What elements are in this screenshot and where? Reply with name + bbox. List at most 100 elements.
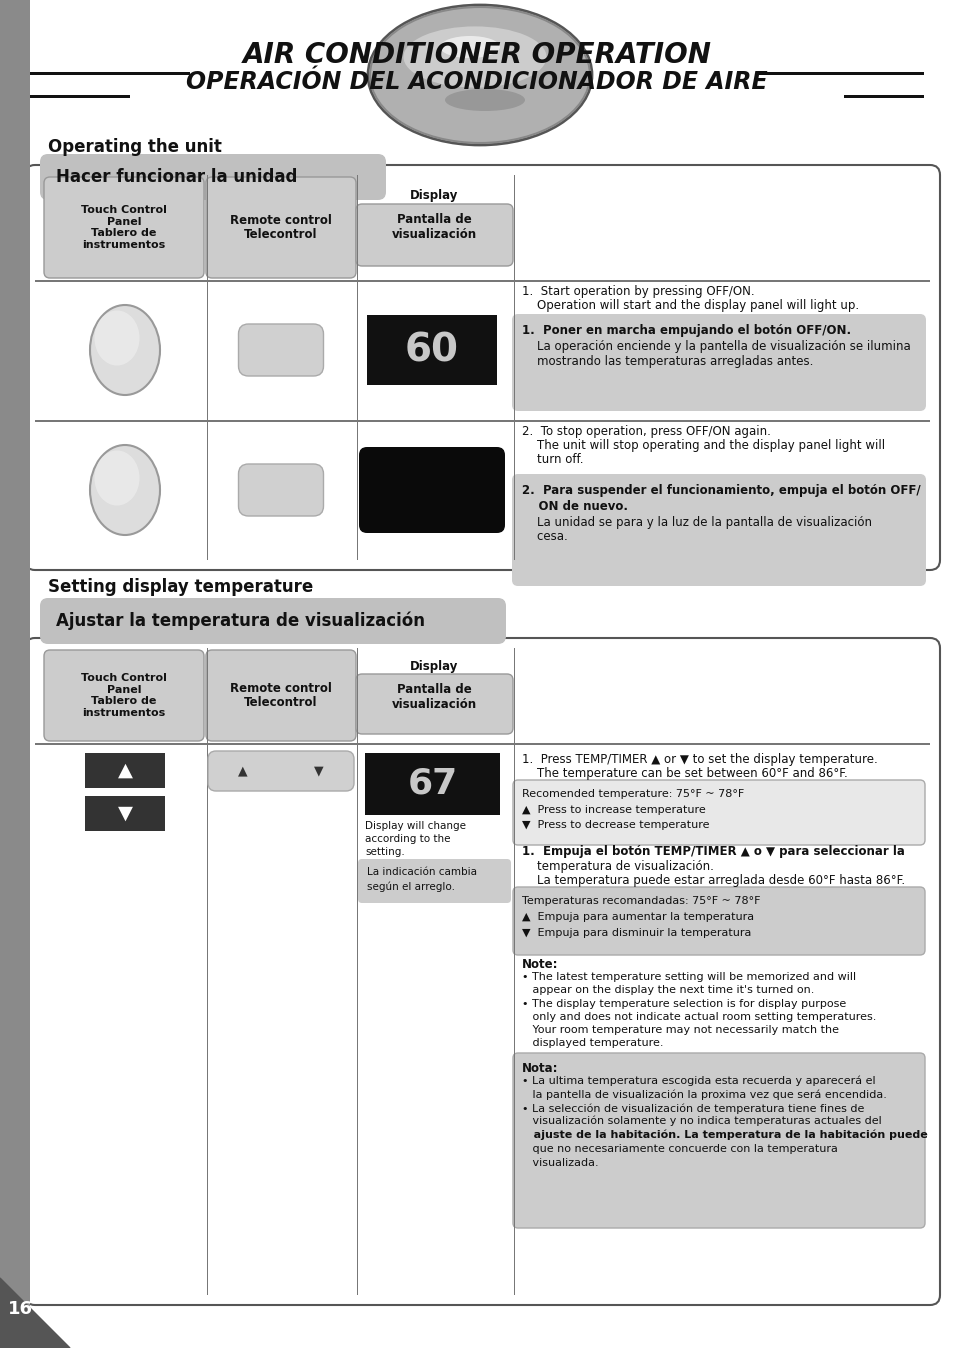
Bar — [85, 754, 165, 789]
Text: ▲: ▲ — [238, 764, 248, 778]
Text: ▲  Press to increase temperature: ▲ Press to increase temperature — [521, 805, 705, 816]
Ellipse shape — [439, 36, 499, 58]
Text: Display will change: Display will change — [365, 821, 465, 830]
Ellipse shape — [90, 305, 160, 395]
Text: Touch Control
Panel
Tablero de
instrumentos: Touch Control Panel Tablero de instrumen… — [81, 673, 167, 718]
Text: Note:: Note: — [521, 958, 558, 971]
Text: 60: 60 — [405, 332, 458, 369]
Text: la pantella de visualización la proxima vez que será encendida.: la pantella de visualización la proxima … — [521, 1089, 886, 1100]
Text: Pantalla de
visualización: Pantalla de visualización — [392, 213, 476, 241]
Text: Nota:: Nota: — [521, 1062, 558, 1074]
Text: ON de nuevo.: ON de nuevo. — [521, 500, 627, 514]
Text: La temperatura puede estar arreglada desde 60°F hasta 86°F.: La temperatura puede estar arreglada des… — [521, 874, 904, 887]
FancyBboxPatch shape — [238, 324, 323, 376]
Text: Touch Control
Panel
Tablero de
instrumentos: Touch Control Panel Tablero de instrumen… — [81, 205, 167, 249]
Text: visualizada.: visualizada. — [521, 1158, 598, 1167]
Text: mostrando las temperaturas arregladas antes.: mostrando las temperaturas arregladas an… — [521, 355, 813, 368]
Text: 1.  Poner en marcha empujando el botón OFF/ON.: 1. Poner en marcha empujando el botón OF… — [521, 324, 850, 337]
Bar — [35, 280, 929, 282]
Text: The unit will stop operating and the display panel light will: The unit will stop operating and the dis… — [521, 439, 884, 452]
Text: Temperaturas recomandadas: 75°F ~ 78°F: Temperaturas recomandadas: 75°F ~ 78°F — [521, 896, 760, 906]
Bar — [356, 175, 358, 559]
Bar — [759, 71, 923, 75]
FancyBboxPatch shape — [40, 154, 386, 200]
Bar — [30, 94, 130, 98]
Text: • La ultima temperatura escogida esta recuerda y aparecerá el: • La ultima temperatura escogida esta re… — [521, 1076, 875, 1086]
Text: AIR CONDITIONER OPERATION: AIR CONDITIONER OPERATION — [242, 40, 711, 69]
Text: • The latest temperature setting will be memorized and will: • The latest temperature setting will be… — [521, 972, 855, 981]
Text: turn off.: turn off. — [521, 453, 583, 466]
Text: 2.  To stop operation, press OFF/ON again.: 2. To stop operation, press OFF/ON again… — [521, 425, 770, 438]
Bar — [85, 797, 165, 830]
FancyBboxPatch shape — [512, 474, 925, 586]
Text: Ajustar la temperatura de visualización: Ajustar la temperatura de visualización — [56, 612, 424, 631]
Text: Operating the unit: Operating the unit — [48, 137, 222, 156]
Text: visualización solamente y no indica temperaturas actuales del: visualización solamente y no indica temp… — [521, 1116, 881, 1127]
Text: Display: Display — [410, 661, 458, 673]
Text: ▲  Empuja para aumentar la temperatura: ▲ Empuja para aumentar la temperatura — [521, 913, 753, 922]
FancyBboxPatch shape — [513, 1053, 924, 1228]
FancyBboxPatch shape — [357, 859, 511, 903]
Text: ▼  Empuja para disminuir la temperatura: ▼ Empuja para disminuir la temperatura — [521, 927, 751, 938]
Text: 1.  Empuja el botón TEMP/TIMER ▲ o ▼ para seleccionar la: 1. Empuja el botón TEMP/TIMER ▲ o ▼ para… — [521, 845, 904, 857]
Text: ajuste de la habitación. La temperatura de la habitación puede: ajuste de la habitación. La temperatura … — [521, 1130, 926, 1140]
FancyBboxPatch shape — [44, 650, 204, 741]
Ellipse shape — [370, 7, 589, 143]
Text: Pantalla de
visualización: Pantalla de visualización — [392, 683, 476, 710]
Text: Hacer funcionar la unidad: Hacer funcionar la unidad — [56, 168, 297, 186]
Bar — [356, 648, 358, 1295]
Bar — [30, 0, 953, 129]
FancyBboxPatch shape — [25, 164, 939, 570]
Text: Operation will start and the display panel will light up.: Operation will start and the display pan… — [521, 299, 859, 311]
Bar — [843, 94, 923, 98]
Text: • La selección de visualización de temperatura tiene fines de: • La selección de visualización de tempe… — [521, 1103, 863, 1113]
FancyBboxPatch shape — [206, 650, 355, 741]
Text: Remote control
Telecontrol: Remote control Telecontrol — [230, 213, 332, 241]
Ellipse shape — [444, 89, 524, 111]
Bar — [514, 648, 515, 1295]
Ellipse shape — [94, 450, 139, 506]
Text: 1.  Start operation by pressing OFF/ON.: 1. Start operation by pressing OFF/ON. — [521, 284, 754, 298]
Text: La indicación cambia: La indicación cambia — [367, 867, 476, 878]
Ellipse shape — [403, 27, 546, 88]
FancyBboxPatch shape — [25, 638, 939, 1305]
Text: The temperature can be set between 60°F and 86°F.: The temperature can be set between 60°F … — [521, 767, 847, 780]
Bar — [0, 0, 30, 1348]
Text: OPERACIÓN DEL ACONDICIONADOR DE AIRE: OPERACIÓN DEL ACONDICIONADOR DE AIRE — [186, 70, 767, 94]
Text: setting.: setting. — [365, 847, 404, 857]
FancyBboxPatch shape — [512, 314, 925, 411]
Text: appear on the display the next time it's turned on.: appear on the display the next time it's… — [521, 985, 814, 995]
FancyBboxPatch shape — [44, 177, 204, 278]
Bar — [514, 175, 515, 559]
Bar — [365, 754, 499, 816]
FancyBboxPatch shape — [208, 751, 354, 791]
Ellipse shape — [90, 445, 160, 535]
Text: temperatura de visualización.: temperatura de visualización. — [521, 860, 713, 874]
Bar — [30, 71, 190, 75]
FancyBboxPatch shape — [238, 464, 323, 516]
Text: La operación enciende y la pantella de visualización se ilumina: La operación enciende y la pantella de v… — [521, 340, 910, 353]
Text: Your room temperature may not necessarily match the: Your room temperature may not necessaril… — [521, 1024, 838, 1035]
FancyBboxPatch shape — [206, 177, 355, 278]
Text: Setting display temperature: Setting display temperature — [48, 578, 313, 596]
Text: cesa.: cesa. — [521, 530, 567, 543]
Text: ▼: ▼ — [117, 803, 132, 824]
Text: Display: Display — [410, 189, 458, 202]
Text: ▼: ▼ — [314, 764, 323, 778]
Text: La unidad se para y la luz de la pantalla de visualización: La unidad se para y la luz de la pantall… — [521, 516, 871, 528]
Text: Remote control
Telecontrol: Remote control Telecontrol — [230, 682, 332, 709]
Text: Recomended temperature: 75°F ~ 78°F: Recomended temperature: 75°F ~ 78°F — [521, 789, 743, 799]
Text: ▲: ▲ — [117, 762, 132, 780]
Ellipse shape — [94, 310, 139, 365]
FancyBboxPatch shape — [358, 448, 504, 532]
Text: displayed temperature.: displayed temperature. — [521, 1038, 662, 1047]
Bar — [367, 315, 497, 386]
FancyBboxPatch shape — [355, 204, 513, 266]
Text: según el arreglo.: según el arreglo. — [367, 882, 455, 891]
Text: • The display temperature selection is for display purpose: • The display temperature selection is f… — [521, 999, 845, 1010]
Text: 2.  Para suspender el funcionamiento, empuja el botón OFF/: 2. Para suspender el funcionamiento, emp… — [521, 484, 920, 497]
Text: ▼  Press to decrease temperature: ▼ Press to decrease temperature — [521, 820, 709, 830]
Bar — [207, 175, 209, 559]
Bar — [35, 421, 929, 422]
Bar — [207, 648, 209, 1295]
